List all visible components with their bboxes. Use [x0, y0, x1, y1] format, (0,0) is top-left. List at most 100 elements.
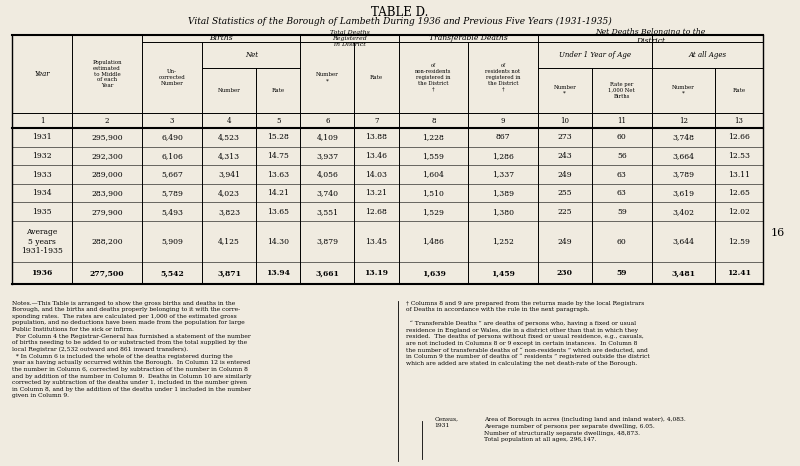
Text: 277,500: 277,500: [90, 269, 124, 277]
Text: 279,900: 279,900: [91, 208, 123, 216]
Text: 14.75: 14.75: [267, 152, 289, 160]
Text: Rate: Rate: [272, 88, 285, 93]
Text: 1936: 1936: [31, 269, 53, 277]
Text: 249: 249: [558, 171, 572, 178]
Text: 1,486: 1,486: [422, 238, 445, 246]
Text: 1,337: 1,337: [492, 171, 514, 178]
Text: 1,559: 1,559: [422, 152, 445, 160]
Text: 288,200: 288,200: [91, 238, 123, 246]
Text: 60: 60: [617, 238, 626, 246]
Text: 13.63: 13.63: [267, 171, 290, 178]
Text: 289,000: 289,000: [91, 171, 123, 178]
Text: 13.65: 13.65: [267, 208, 289, 216]
Text: Notes.—This Table is arranged to show the gross births and deaths in the
Borough: Notes.—This Table is arranged to show th…: [12, 301, 251, 398]
Text: of
residents not
registered in
the District
†: of residents not registered in the Distr…: [486, 63, 521, 92]
Text: 1,459: 1,459: [491, 269, 515, 277]
Text: 5: 5: [276, 116, 281, 125]
Text: 63: 63: [617, 171, 626, 178]
Text: 3,402: 3,402: [673, 208, 694, 216]
Text: 13: 13: [734, 116, 743, 125]
Text: 14.03: 14.03: [366, 171, 387, 178]
Text: 3,937: 3,937: [316, 152, 338, 160]
Text: Rate: Rate: [370, 75, 383, 80]
Text: 1935: 1935: [32, 208, 52, 216]
Text: 4,023: 4,023: [218, 189, 240, 197]
Text: 12: 12: [679, 116, 688, 125]
Text: Under 1 Year of Age: Under 1 Year of Age: [559, 51, 631, 59]
Text: Area of Borough in acres (including land and inland water), 4,083.
Average numbe: Area of Borough in acres (including land…: [484, 417, 686, 442]
Text: 13.94: 13.94: [266, 269, 290, 277]
Text: 3,748: 3,748: [673, 133, 694, 142]
Text: 2: 2: [105, 116, 110, 125]
Text: 295,900: 295,900: [91, 133, 123, 142]
Text: 13.11: 13.11: [728, 171, 750, 178]
Text: 16: 16: [770, 228, 785, 238]
Text: 59: 59: [617, 208, 626, 216]
Text: 11: 11: [618, 116, 626, 125]
Text: 4,523: 4,523: [218, 133, 240, 142]
Text: 8: 8: [431, 116, 436, 125]
Text: 3,740: 3,740: [316, 189, 338, 197]
Text: Number: Number: [218, 88, 241, 93]
Text: 13.21: 13.21: [366, 189, 387, 197]
Text: 14.21: 14.21: [267, 189, 289, 197]
Text: Transferable Deaths: Transferable Deaths: [429, 34, 508, 42]
Text: 1,252: 1,252: [492, 238, 514, 246]
Text: 5,493: 5,493: [161, 208, 183, 216]
Text: 3,619: 3,619: [673, 189, 694, 197]
Text: 59: 59: [617, 269, 627, 277]
Text: 13.45: 13.45: [366, 238, 387, 246]
Text: of
non-residents
registered in
the District
†: of non-residents registered in the Distr…: [415, 63, 452, 92]
Text: 3,664: 3,664: [673, 152, 694, 160]
Text: 4: 4: [226, 116, 231, 125]
Text: Net Deaths Belonging to the
District: Net Deaths Belonging to the District: [595, 27, 706, 45]
Text: 283,900: 283,900: [91, 189, 123, 197]
Text: 3,644: 3,644: [673, 238, 694, 246]
Text: 13.88: 13.88: [366, 133, 387, 142]
Text: 12.02: 12.02: [728, 208, 750, 216]
Text: Rate: Rate: [733, 88, 746, 93]
Text: 3,823: 3,823: [218, 208, 240, 216]
Text: 12.66: 12.66: [728, 133, 750, 142]
Text: 243: 243: [558, 152, 572, 160]
Text: 230: 230: [557, 269, 573, 277]
Text: 3,481: 3,481: [671, 269, 695, 277]
Text: Year: Year: [34, 70, 50, 78]
Text: Births: Births: [210, 34, 233, 42]
Text: 12.53: 12.53: [728, 152, 750, 160]
Text: Rate per
1,000 Net
Births: Rate per 1,000 Net Births: [608, 82, 635, 99]
Text: 1,529: 1,529: [422, 208, 445, 216]
Text: 1,286: 1,286: [492, 152, 514, 160]
Text: 5,667: 5,667: [161, 171, 183, 178]
Text: 3: 3: [170, 116, 174, 125]
Text: 60: 60: [617, 133, 626, 142]
Text: Net: Net: [245, 51, 258, 59]
Text: Census,
1931: Census, 1931: [434, 417, 458, 428]
Text: 9: 9: [501, 116, 506, 125]
Text: 1,228: 1,228: [422, 133, 445, 142]
Text: 3,551: 3,551: [316, 208, 338, 216]
Text: 56: 56: [617, 152, 626, 160]
Text: Number
*: Number *: [316, 72, 338, 83]
Text: 5,909: 5,909: [161, 238, 183, 246]
Text: 1,389: 1,389: [492, 189, 514, 197]
Text: 273: 273: [558, 133, 572, 142]
Text: Vital Statistics of the Borough of Lambeth During 1936 and Previous Five Years (: Vital Statistics of the Borough of Lambe…: [188, 16, 612, 26]
Text: 3,871: 3,871: [217, 269, 241, 277]
Text: 5,789: 5,789: [161, 189, 183, 197]
Text: 1933: 1933: [32, 171, 52, 178]
Text: 225: 225: [558, 208, 572, 216]
Text: 1931: 1931: [32, 133, 52, 142]
Text: 1932: 1932: [32, 152, 52, 160]
Text: 6,490: 6,490: [161, 133, 183, 142]
Text: 7: 7: [374, 116, 378, 125]
Text: Population
estimated
to Middle
of each
Year: Population estimated to Middle of each Y…: [92, 60, 122, 88]
Text: 4,313: 4,313: [218, 152, 240, 160]
Text: 13.19: 13.19: [365, 269, 389, 277]
Text: Number
*: Number *: [672, 85, 695, 96]
Text: 6,106: 6,106: [161, 152, 183, 160]
Text: 12.68: 12.68: [366, 208, 387, 216]
Text: Average
5 years
1931-1935: Average 5 years 1931-1935: [22, 228, 63, 255]
Text: 14.30: 14.30: [267, 238, 289, 246]
Text: TABLE D.: TABLE D.: [371, 6, 429, 19]
